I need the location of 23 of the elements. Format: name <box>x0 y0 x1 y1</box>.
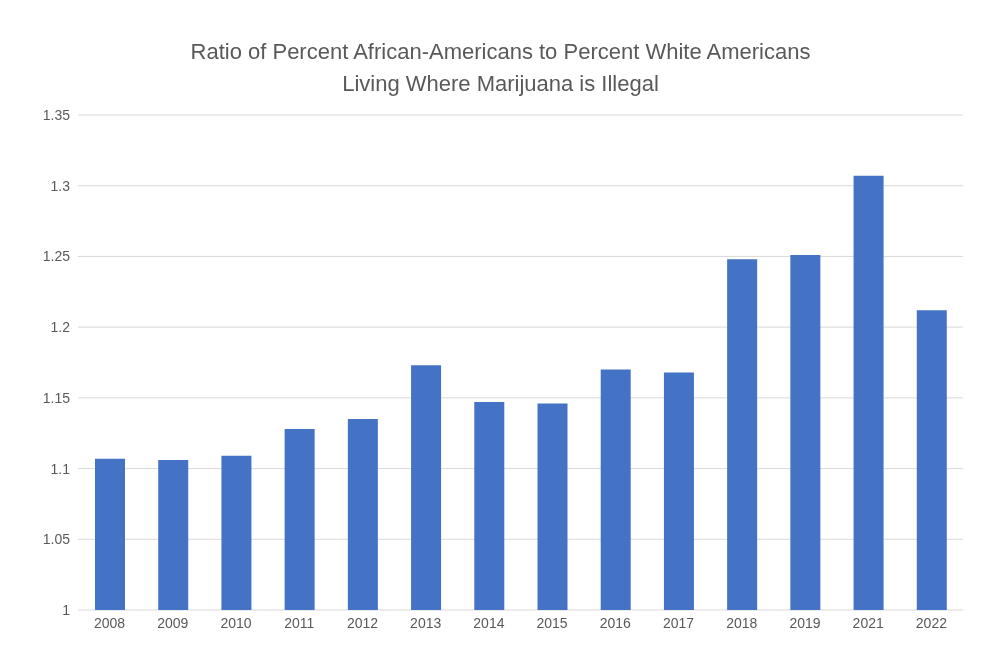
x-tick-label: 2011 <box>284 614 315 631</box>
y-tick-label: 1 <box>62 601 71 618</box>
x-tick-label: 2021 <box>852 614 884 631</box>
y-tick-label: 1.3 <box>50 177 71 194</box>
y-tick-label: 1.1 <box>50 460 71 477</box>
y-tick-label: 1.2 <box>50 319 71 336</box>
y-tick-label: 1.25 <box>42 248 71 265</box>
chart-title: Ratio of Percent African-Americans to Percent White Americans Living Where Marijuana is Illegal <box>189 38 812 98</box>
x-tick-label: 2022 <box>915 614 948 631</box>
x-tick-label: 2013 <box>410 614 442 631</box>
y-tick-label: 1.15 <box>42 389 71 406</box>
x-tick-label: 2010 <box>220 614 252 631</box>
x-tick-label: 2009 <box>157 614 189 631</box>
x-tick-label: 2012 <box>346 614 379 631</box>
y-tick-label: 1.05 <box>42 531 71 548</box>
x-tick-label: 2016 <box>599 614 632 631</box>
x-tick-label: 2015 <box>536 614 568 631</box>
x-tick-label: 2017 <box>662 614 695 631</box>
x-tick-label: 2014 <box>473 614 505 631</box>
x-tick-label: 2019 <box>789 614 821 631</box>
x-tick-label: 2018 <box>726 614 758 631</box>
x-tick-label: 2008 <box>94 614 126 631</box>
y-tick-label: 1.35 <box>42 106 71 123</box>
